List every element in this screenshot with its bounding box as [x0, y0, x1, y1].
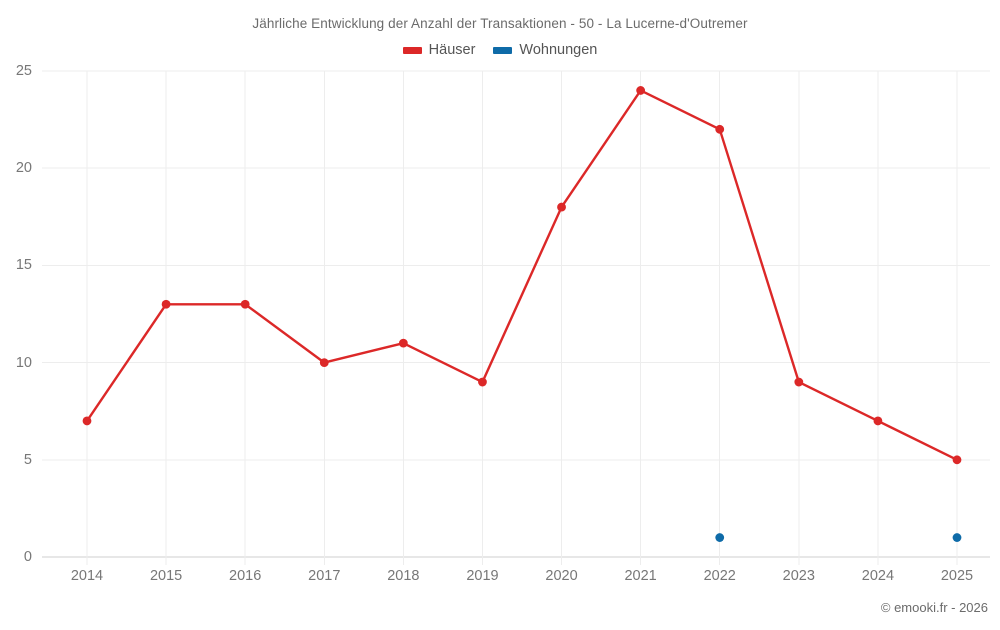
y-axis-tick-label: 0 [23, 549, 32, 565]
x-axis-tick-label: 2021 [624, 568, 657, 584]
legend-swatch-wohnungen [493, 46, 513, 54]
y-axis-tick-label: 20 [15, 160, 32, 177]
x-axis-tick-label: 2018 [387, 568, 420, 584]
legend-label-hauser: Häuser [428, 42, 476, 58]
data-point-häuser[interactable] [794, 377, 804, 387]
data-point-häuser[interactable] [478, 377, 487, 387]
y-axis-tick-label: 15 [15, 257, 32, 274]
series-line-häuser [85, 89, 959, 461]
x-axis-tick-label: 2020 [545, 568, 578, 584]
data-point-häuser[interactable] [952, 455, 962, 465]
x-axis-tick-label: 2019 [466, 568, 499, 584]
data-point-häuser[interactable] [636, 86, 646, 95]
data-point-häuser[interactable] [557, 202, 566, 212]
x-axis-tick-label: 2014 [70, 568, 104, 584]
x-axis-tick-label: 2015 [149, 568, 183, 584]
chart-legend: Häuser Wohnungen [0, 42, 1000, 58]
legend-item-hauser[interactable]: Häuser [402, 42, 476, 58]
x-axis-tick-label: 2016 [229, 568, 262, 584]
x-axis-tick-label: 2017 [308, 568, 341, 584]
data-point-wohnungen[interactable] [952, 533, 962, 542]
legend-swatch-hauser [402, 46, 422, 54]
data-point-häuser[interactable] [82, 416, 92, 426]
data-point-wohnungen[interactable] [715, 533, 725, 542]
y-axis-tick-label: 10 [15, 354, 32, 371]
y-axis-tick-label: 5 [23, 451, 32, 468]
x-axis-tick-label: 2024 [861, 568, 895, 584]
data-point-häuser[interactable] [161, 299, 171, 309]
data-point-häuser[interactable] [319, 358, 329, 367]
x-axis-tick-label: 2023 [782, 568, 815, 584]
x-axis-tick-label: 2025 [940, 568, 974, 584]
data-point-häuser[interactable] [240, 299, 250, 309]
data-point-häuser[interactable] [873, 416, 883, 426]
legend-label-wohnungen: Wohnungen [519, 42, 598, 58]
chart-title: Jährliche Entwicklung der Anzahl der Tra… [252, 16, 748, 31]
data-point-häuser[interactable] [398, 338, 408, 348]
footer-credit: © emooki.fr - 2026 [880, 600, 988, 615]
legend-item-wohnungen[interactable]: Wohnungen [493, 42, 597, 58]
x-axis-tick-label: 2022 [703, 568, 736, 584]
data-point-häuser[interactable] [715, 124, 725, 134]
y-axis-tick-label: 25 [15, 63, 32, 79]
